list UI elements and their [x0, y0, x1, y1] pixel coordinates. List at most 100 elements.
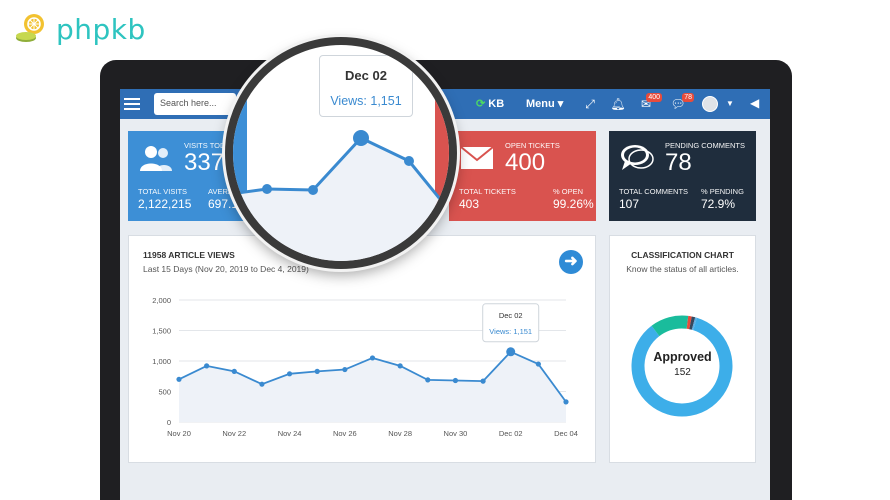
total-visits-label: TOTAL VISITS [138, 187, 188, 196]
data-point [506, 347, 516, 357]
pct-pending-label: % PENDING [701, 187, 744, 196]
data-point [204, 363, 210, 369]
total-comments-label: TOTAL COMMENTS [619, 187, 689, 196]
pct-open-label: % OPEN [553, 187, 584, 196]
comments-badge: 78 [682, 93, 694, 102]
donut-slice [689, 316, 696, 330]
magnified-line-chart [233, 130, 449, 261]
tooltip-value: Views: 1,151 [489, 327, 532, 336]
data-point [259, 381, 265, 387]
y-tick-label: 1,000 [152, 357, 171, 366]
classification-panel: CLASSIFICATION CHART Know the status of … [609, 235, 756, 463]
pending-comments-label: PENDING COMMENTS [665, 141, 746, 150]
x-tick-label: Nov 20 [167, 429, 191, 438]
comments-bubble-icon [621, 145, 654, 170]
class-panel-title: CLASSIFICATION CHART [631, 250, 734, 260]
article-views-line-chart: 0 500 1,000 1,500 2,000 Nov 20 Nov 22 Nov 24 Nov… [152, 296, 578, 438]
brand-logo-icon [16, 14, 44, 42]
x-tick-label: Nov 22 [222, 429, 246, 438]
classification-donut-chart [631, 315, 733, 417]
kb-label: KB [488, 98, 505, 110]
x-tick-label: Nov 24 [278, 429, 302, 438]
donut-center-label: Approved [653, 350, 712, 364]
total-tickets-value: 403 [459, 197, 480, 211]
views-panel-subtitle: Last 15 Days (Nov 20, 2019 to Dec 4, 201… [143, 264, 309, 274]
class-panel-subtitle: Know the status of all articles. [626, 264, 739, 274]
article-views-panel: 11958 ARTICLE VIEWS Last 15 Days (Nov 20… [128, 235, 596, 463]
brand-name: phpkb [56, 12, 146, 46]
total-visits-value: 2,122,215 [138, 197, 192, 211]
fullscreen-icon[interactable]: ⤢ [585, 97, 595, 111]
total-comments-value: 107 [619, 197, 640, 211]
brand: phpkb [14, 12, 146, 46]
data-point [286, 371, 293, 377]
magnified-tooltip-date: Dec 02 [345, 68, 387, 83]
kb-refresh-icon: ⟳ [476, 98, 486, 110]
tooltip-box [482, 303, 540, 343]
pending-comments-card[interactable]: PENDING COMMENTS 78 TOTAL COMMENTS 107 %… [609, 131, 756, 221]
donut-slice [651, 315, 689, 337]
pct-open-value: 99.26% [553, 197, 594, 211]
data-point [563, 399, 569, 405]
donut-center-value: 152 [674, 367, 691, 378]
average-value: 697.1 [208, 197, 239, 211]
data-point [425, 377, 431, 383]
area-fill [179, 351, 566, 422]
x-tick-label: Nov 30 [444, 429, 468, 438]
data-point [535, 361, 541, 367]
open-tickets-label: OPEN TICKETS [505, 141, 560, 150]
users-icon [140, 146, 172, 171]
user-caret-icon[interactable]: ▼ [726, 99, 734, 108]
tooltip-date: Dec 02 [499, 311, 523, 320]
x-tick-label: Dec 04 [554, 429, 578, 438]
magnified-tooltip: Dec 02 Views: 1,151 [319, 55, 413, 117]
open-tickets-card[interactable]: OPEN TICKETS 400 TOTAL TICKETS 403 % OPE… [449, 131, 596, 221]
y-tick-label: 2,000 [152, 296, 171, 305]
envelope-icon [460, 146, 494, 169]
collapse-arrow-icon[interactable]: ◀ [750, 96, 760, 110]
y-tick-label: 0 [167, 418, 171, 427]
pending-comments-value: 78 [665, 149, 692, 176]
data-point [231, 368, 237, 374]
data-point [452, 377, 459, 384]
mag-area-fill [233, 138, 449, 261]
mag-data-point [404, 156, 414, 166]
tickets-badge: 400 [646, 93, 662, 102]
mag-red-card-edge [435, 45, 449, 215]
search-input[interactable]: Search here... [154, 93, 236, 115]
x-tick-label: Nov 26 [333, 429, 357, 438]
hamburger-menu-icon[interactable] [124, 95, 140, 113]
bell-icon[interactable]: 🔔︎ [610, 97, 626, 111]
next-arrow-button[interactable]: ➜ [559, 250, 583, 274]
data-point [342, 366, 348, 373]
total-tickets-label: TOTAL TICKETS [459, 187, 516, 196]
data-point [397, 363, 403, 369]
x-tick-label: Nov 28 [388, 429, 412, 438]
donut-slice [631, 317, 733, 417]
data-point [176, 376, 182, 382]
magnified-tooltip-views: Views: 1,151 [330, 94, 402, 108]
kb-link[interactable]: ⟳ KB [476, 97, 504, 110]
mag-blue-card-edge [233, 45, 247, 205]
mag-data-point [353, 130, 369, 146]
data-point [369, 355, 376, 361]
y-tick-label: 500 [158, 388, 171, 397]
data-point [314, 368, 320, 374]
views-panel-title: 11958 ARTICLE VIEWS [143, 250, 235, 260]
mag-data-point [262, 184, 272, 194]
mag-series-line [233, 136, 449, 213]
comments-icon[interactable]: 💬︎ 78 [670, 93, 694, 111]
pct-pending-value: 72.9% [701, 197, 736, 211]
x-tick-label: Dec 02 [499, 429, 523, 438]
mag-data-point [308, 185, 318, 195]
y-tick-label: 1,500 [152, 327, 171, 336]
magnifier-lens: Dec 02 Views: 1,151 [225, 37, 457, 269]
user-avatar[interactable] [702, 96, 718, 112]
average-label: AVERA [208, 187, 233, 196]
visits-value: 337 [184, 149, 225, 176]
tickets-icon[interactable]: ✉ 400 [640, 93, 662, 111]
open-tickets-value: 400 [505, 149, 546, 176]
menu-dropdown[interactable]: Menu ▾ [526, 98, 564, 110]
visits-label: VISITS TOD [184, 141, 226, 150]
